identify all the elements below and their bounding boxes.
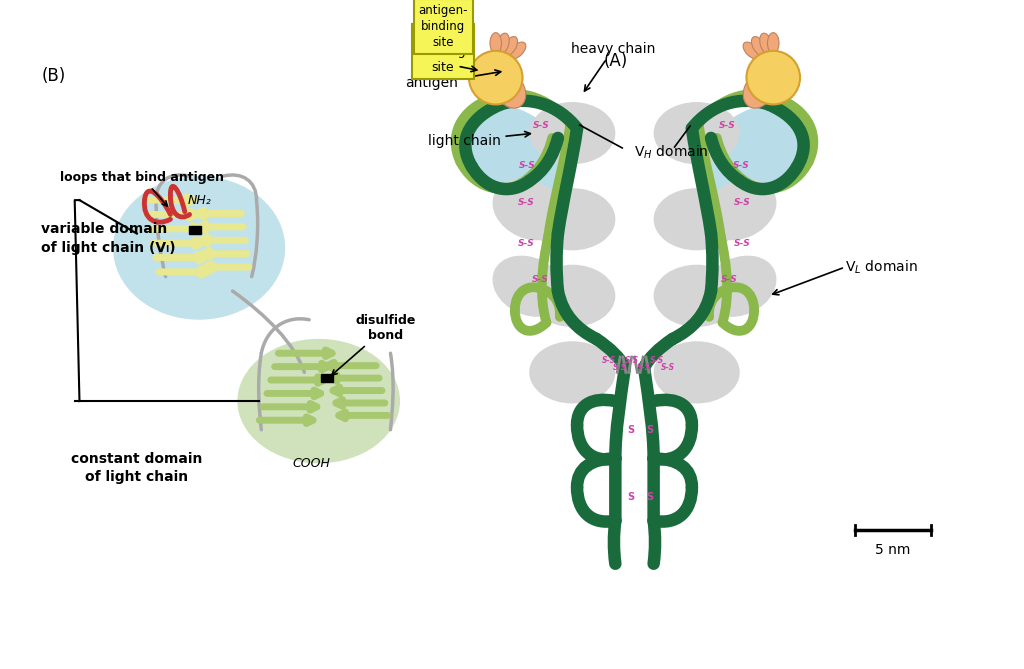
Text: S-S: S-S xyxy=(534,121,550,130)
Text: S: S xyxy=(646,492,653,502)
Text: S-S: S-S xyxy=(519,161,536,170)
Text: S-S: S-S xyxy=(660,363,675,372)
Ellipse shape xyxy=(529,102,615,164)
Circle shape xyxy=(469,51,522,104)
Text: S-S: S-S xyxy=(719,121,735,130)
Ellipse shape xyxy=(452,104,568,201)
Ellipse shape xyxy=(503,37,517,56)
Ellipse shape xyxy=(113,176,286,320)
FancyBboxPatch shape xyxy=(322,374,334,382)
Text: V$_L$ domain: V$_L$ domain xyxy=(845,258,918,276)
Text: S: S xyxy=(627,492,634,502)
Ellipse shape xyxy=(653,188,739,250)
Ellipse shape xyxy=(653,265,739,327)
Text: S-S: S-S xyxy=(734,199,751,207)
Text: COOH: COOH xyxy=(292,457,330,470)
Text: S-S: S-S xyxy=(721,275,737,284)
Ellipse shape xyxy=(768,33,779,54)
Ellipse shape xyxy=(493,179,566,240)
Ellipse shape xyxy=(703,179,776,240)
Text: 5 nm: 5 nm xyxy=(876,543,910,557)
Ellipse shape xyxy=(653,341,739,403)
Ellipse shape xyxy=(703,256,776,317)
Text: S-S: S-S xyxy=(649,357,664,365)
Text: NH₂: NH₂ xyxy=(187,194,211,207)
Text: disulfide
bond: disulfide bond xyxy=(332,314,416,375)
Ellipse shape xyxy=(529,188,615,250)
FancyBboxPatch shape xyxy=(189,225,202,234)
Ellipse shape xyxy=(490,33,502,54)
Text: antigen: antigen xyxy=(406,70,501,90)
Text: S: S xyxy=(646,425,653,435)
Ellipse shape xyxy=(509,42,526,59)
Text: S-S: S-S xyxy=(625,357,639,365)
Ellipse shape xyxy=(529,341,615,403)
Text: S-S: S-S xyxy=(601,357,615,365)
Ellipse shape xyxy=(497,33,509,54)
Text: S-S: S-S xyxy=(613,363,627,372)
Text: (B): (B) xyxy=(41,67,66,85)
Ellipse shape xyxy=(238,339,400,463)
Text: S-S: S-S xyxy=(734,239,751,248)
Ellipse shape xyxy=(495,72,525,108)
Text: heavy chain: heavy chain xyxy=(571,41,655,91)
Ellipse shape xyxy=(653,102,739,164)
Circle shape xyxy=(746,51,800,104)
Text: (A): (A) xyxy=(603,52,628,70)
Text: S-S: S-S xyxy=(733,161,750,170)
Text: constant domain
of light chain: constant domain of light chain xyxy=(72,452,203,484)
Ellipse shape xyxy=(493,256,566,317)
Text: S-S: S-S xyxy=(637,363,651,372)
Text: V$_H$ domain: V$_H$ domain xyxy=(635,144,709,161)
Ellipse shape xyxy=(743,42,760,59)
Text: antigen-
binding
site: antigen- binding site xyxy=(419,4,468,49)
Ellipse shape xyxy=(700,104,817,201)
Ellipse shape xyxy=(760,33,772,54)
Text: S-S: S-S xyxy=(531,275,548,284)
Text: S: S xyxy=(627,425,634,435)
Text: S-S: S-S xyxy=(518,239,535,248)
Text: variable domain
of light chain (Vₗ): variable domain of light chain (Vₗ) xyxy=(41,222,176,255)
Text: S-S: S-S xyxy=(518,199,535,207)
Ellipse shape xyxy=(743,72,774,108)
Ellipse shape xyxy=(529,265,615,327)
Text: loops that bind antigen: loops that bind antigen xyxy=(60,171,224,206)
Text: light chain: light chain xyxy=(428,131,530,148)
Ellipse shape xyxy=(752,37,766,56)
Text: antigen-
binding
site: antigen- binding site xyxy=(417,29,469,74)
